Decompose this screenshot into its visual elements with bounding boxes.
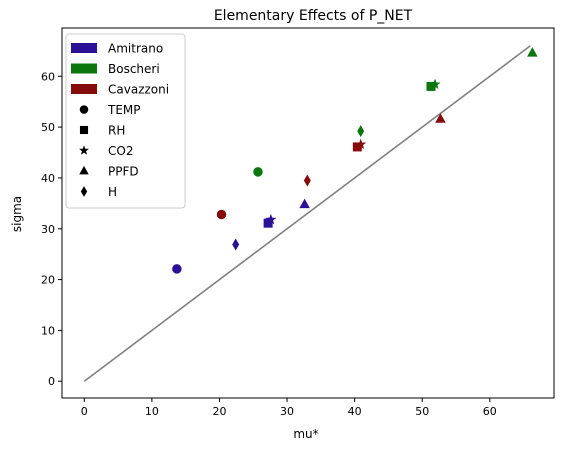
data-point-amitrano-ppfd [299, 198, 310, 209]
legend-label-temp: TEMP [107, 103, 141, 117]
legend-marker-temp [79, 105, 89, 114]
legend-marker-co2 [79, 145, 89, 155]
data-point-cavazzoni-temp [216, 209, 227, 220]
legend-marker-rh [79, 125, 89, 135]
data-point-cavazzoni-rh [352, 142, 362, 152]
x-tick-label: 10 [145, 405, 159, 418]
y-axis-label: sigma [10, 196, 24, 232]
y-tick-label: 20 [41, 274, 55, 287]
x-tick-label: 50 [415, 405, 429, 418]
y-tick-label: 60 [41, 70, 55, 83]
legend-box [65, 33, 186, 209]
data-point-boscheri-h [357, 125, 365, 138]
y-axis: 0 10 20 30 40 50 60 [41, 70, 62, 388]
data-point-amitrano-co2 [265, 213, 277, 225]
legend-label-rh: RH [108, 124, 125, 138]
data-point-cavazzoni-co2 [355, 138, 367, 150]
x-tick-label: 0 [81, 405, 88, 418]
legend-label-co2: CO2 [108, 144, 133, 158]
chart-title: Elementary Effects of P_NET [214, 8, 413, 24]
legend-label-h: H [108, 185, 117, 199]
legend-label-ppfd: PPFD [108, 165, 139, 179]
legend-marker-ppfd [79, 165, 89, 175]
legend-label-cavazzoni: Cavazzoni [108, 83, 169, 97]
data-point-boscheri-temp [253, 167, 263, 177]
reference-line [83, 45, 531, 382]
legend-swatch-amitrano [71, 43, 97, 53]
data-point-cavazzoni-h [303, 174, 311, 187]
data-point-cavazzoni-ppfd [435, 113, 446, 123]
data-point-amitrano-h [232, 238, 240, 251]
y-tick-label: 40 [41, 172, 55, 185]
x-axis-label: mu* [293, 427, 318, 441]
data-point-amitrano-temp [172, 264, 182, 274]
legend-swatch-boscheri [71, 63, 97, 74]
x-tick-label: 40 [348, 405, 362, 418]
x-tick-label: 60 [483, 405, 497, 418]
plot-area [83, 45, 538, 382]
data-point-boscheri-ppfd [527, 47, 538, 57]
y-tick-label: 0 [48, 375, 55, 388]
legend-marker-h [80, 186, 88, 197]
y-tick-label: 10 [41, 324, 55, 337]
x-tick-label: 30 [280, 405, 294, 418]
legend-label-amitrano: Amitrano [108, 42, 163, 56]
data-point-boscheri-co2 [429, 78, 441, 90]
legend-label-boscheri: Boscheri [108, 62, 160, 76]
x-axis: 0 10 20 30 40 50 60 [81, 398, 497, 418]
axes-frame [61, 27, 555, 399]
x-tick-label: 20 [212, 405, 226, 418]
data-point-boscheri-rh [426, 81, 436, 91]
y-tick-label: 50 [41, 121, 55, 134]
y-tick-label: 30 [41, 223, 55, 236]
legend: Amitrano Boscheri Cavazzoni TEMP RH CO2 PPFD H [65, 33, 186, 209]
legend-swatch-cavazzoni [71, 84, 97, 94]
